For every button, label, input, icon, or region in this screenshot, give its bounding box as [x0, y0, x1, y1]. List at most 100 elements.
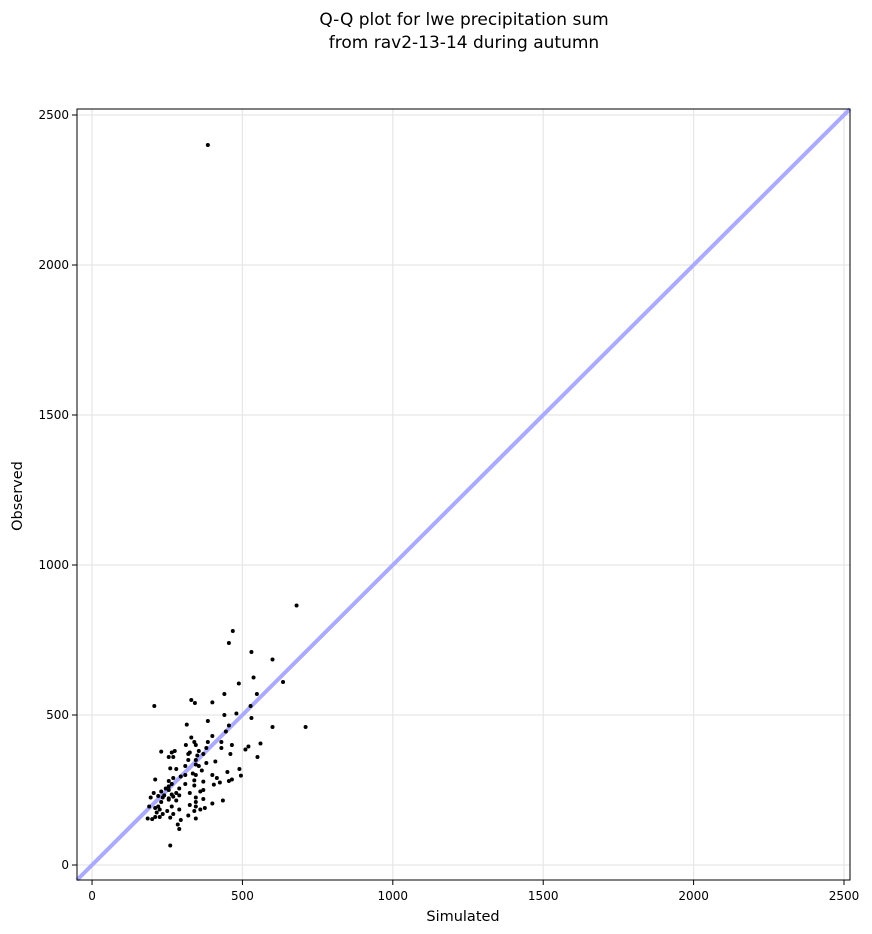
x-tick-label: 0 — [88, 889, 96, 903]
data-point — [193, 800, 198, 804]
data-point — [171, 755, 176, 759]
data-point — [294, 603, 299, 608]
data-point — [220, 798, 225, 803]
data-point — [177, 827, 182, 831]
data-point — [178, 818, 183, 822]
data-point — [183, 782, 188, 786]
data-point — [201, 797, 206, 801]
data-point — [166, 755, 171, 759]
y-tick-label: 0 — [61, 858, 69, 872]
data-point — [153, 815, 158, 819]
data-point — [159, 800, 164, 804]
data-point — [223, 729, 228, 734]
data-point — [151, 791, 156, 795]
x-axis-label: Simulated — [426, 909, 499, 925]
data-point — [174, 791, 179, 795]
data-point — [157, 815, 162, 819]
data-point — [187, 791, 192, 795]
data-point — [168, 815, 173, 820]
data-point — [177, 793, 182, 798]
data-point — [205, 740, 210, 744]
data-point — [210, 734, 215, 738]
data-point — [219, 746, 224, 750]
data-point — [234, 711, 239, 716]
data-point — [169, 750, 174, 755]
data-point — [217, 780, 222, 785]
data-point — [226, 641, 231, 645]
data-point — [186, 758, 191, 762]
data-point — [193, 743, 198, 747]
data-point — [192, 740, 197, 744]
data-point — [166, 788, 171, 792]
data-point — [249, 650, 254, 654]
x-tick-label: 1000 — [378, 889, 409, 903]
data-point — [187, 803, 192, 807]
data-point — [152, 704, 157, 708]
data-point — [160, 812, 165, 816]
data-point — [159, 789, 164, 794]
x-tick-label: 2000 — [678, 889, 709, 903]
y-axis-ticks: 0 500 1000 1500 2000 2500 — [38, 108, 77, 872]
y-axis-label: Observed — [10, 461, 26, 531]
data-point — [150, 817, 155, 822]
data-point — [210, 773, 215, 777]
data-point — [177, 807, 182, 812]
data-point — [157, 807, 162, 812]
reference-line-group — [75, 107, 852, 882]
data-point — [205, 719, 210, 723]
data-point — [251, 675, 256, 680]
data-point — [193, 758, 198, 762]
data-point — [192, 701, 197, 705]
data-point — [192, 783, 197, 788]
data-point — [246, 744, 251, 749]
data-point — [204, 761, 209, 765]
data-point — [193, 816, 198, 821]
data-point — [270, 657, 275, 662]
data-point — [198, 807, 203, 812]
data-point — [168, 843, 173, 848]
data-point — [226, 723, 231, 728]
data-point — [153, 806, 158, 810]
x-axis-ticks: 0 500 1000 1500 2000 2500 — [88, 880, 859, 903]
data-point — [195, 753, 200, 758]
data-point — [303, 725, 308, 729]
data-point — [228, 752, 233, 756]
data-point — [230, 629, 235, 633]
data-point — [153, 777, 158, 782]
data-point — [210, 700, 215, 705]
data-point — [171, 812, 176, 816]
data-point — [171, 776, 176, 780]
data-point — [189, 698, 194, 702]
data-point — [222, 713, 227, 717]
data-point — [192, 778, 197, 783]
data-point — [201, 779, 206, 784]
data-point — [281, 680, 286, 684]
data-point — [190, 771, 195, 776]
data-point — [193, 804, 198, 809]
data-point — [186, 752, 191, 756]
data-point — [229, 743, 234, 747]
data-point — [175, 822, 180, 827]
data-point — [236, 681, 241, 686]
data-point — [166, 797, 171, 802]
data-point — [214, 776, 219, 780]
grid-lines — [77, 109, 850, 880]
data-point — [193, 762, 198, 767]
data-point — [201, 788, 206, 792]
data-point — [166, 779, 171, 783]
y-tick-label: 500 — [46, 708, 69, 722]
reference-line — [75, 107, 852, 882]
data-point — [165, 809, 170, 813]
data-point — [204, 746, 209, 750]
data-point — [270, 725, 275, 729]
data-point — [258, 741, 263, 746]
data-point — [160, 795, 165, 800]
x-tick-label: 2500 — [829, 889, 860, 903]
data-point — [243, 747, 248, 752]
data-point — [254, 692, 259, 696]
data-point — [169, 782, 174, 786]
data-points — [145, 143, 308, 848]
data-point — [186, 813, 191, 818]
data-point — [172, 749, 177, 753]
